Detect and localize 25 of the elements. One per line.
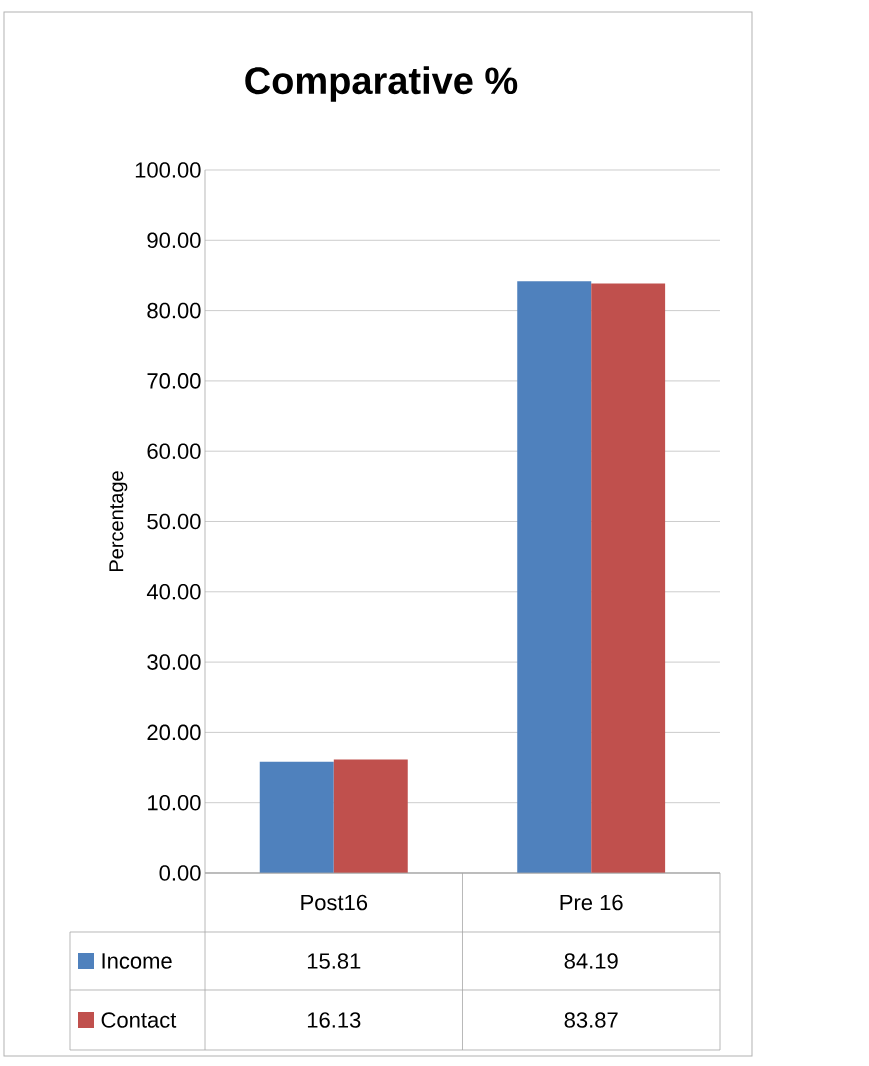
y-tick-label: 40.00	[146, 584, 201, 600]
y-tick-label: 50.00	[147, 513, 201, 530]
legend-label: Income	[102, 953, 172, 969]
y-tick-label: 20.00	[147, 724, 201, 741]
data-label: 15.81	[307, 953, 361, 969]
y-tick-label: 90.00	[147, 232, 201, 249]
bar	[259, 761, 334, 873]
bar	[591, 283, 666, 873]
y-tick-label: 0.00	[159, 865, 201, 881]
y-tick-label: 80.00	[147, 302, 201, 319]
y-axis-title: Percentage	[109, 471, 128, 571]
bar	[333, 759, 408, 873]
x-tick-label: Pre 16	[560, 894, 623, 911]
y-tick-label: 10.00	[148, 794, 201, 811]
data-label: 83.87	[564, 1012, 618, 1028]
x-tick-label: Post16	[301, 894, 368, 911]
bar	[517, 281, 592, 873]
y-tick-label: 100.00	[135, 162, 201, 178]
y-tick-label: 70.00	[147, 373, 201, 389]
y-tick-label: 60.00	[147, 443, 201, 459]
legend-label: Contact	[101, 1012, 177, 1028]
data-label: 16.13	[307, 1012, 361, 1028]
chart-title: Comparative %	[245, 66, 518, 102]
data-label: 84.19	[564, 953, 618, 969]
y-tick-label: 30.00	[147, 654, 201, 670]
